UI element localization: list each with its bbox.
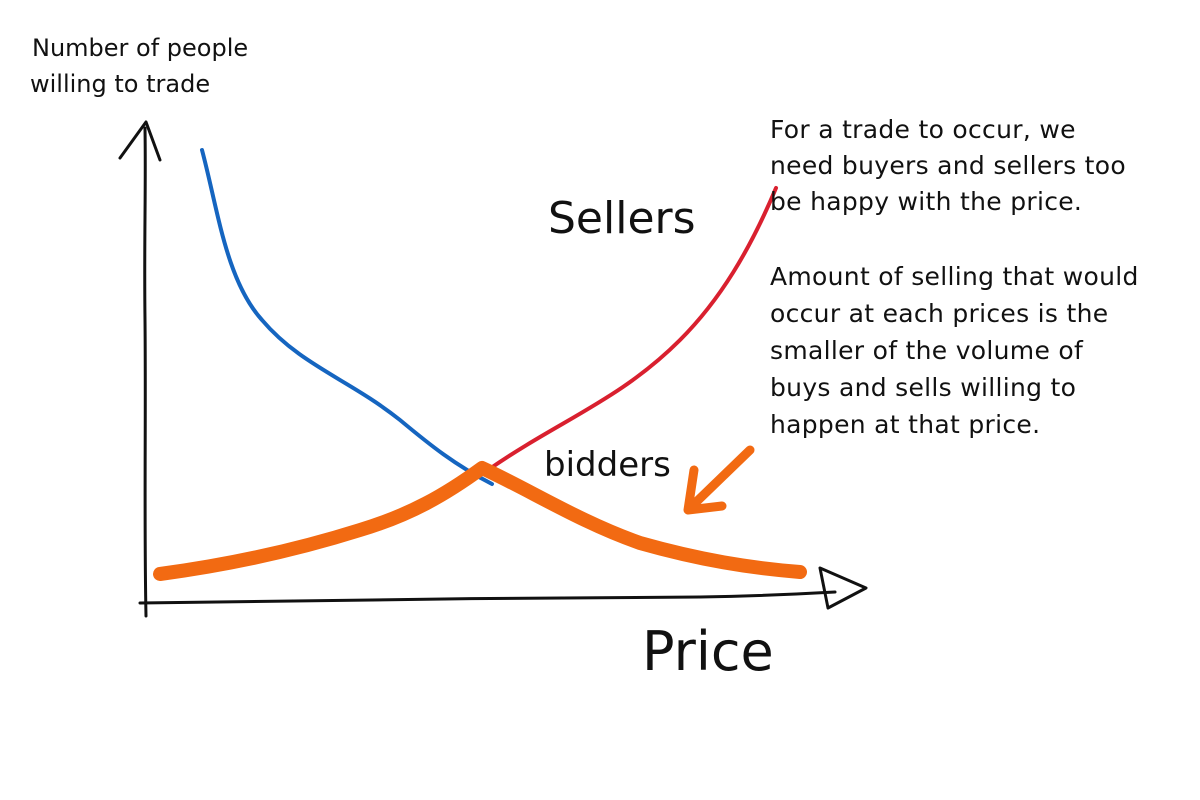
annotation-line: be happy with the price. — [770, 187, 1082, 216]
x-axis-label: Price — [642, 620, 774, 683]
annotation-line: buys and sells willing to — [770, 373, 1076, 402]
pointer-arrow-icon — [683, 445, 755, 515]
y-axis-label-line: willing to trade — [30, 70, 210, 98]
bidders-curve — [200, 148, 494, 486]
annotation-line: occur at each prices is the — [770, 299, 1108, 328]
annotation-line: smaller of the volume of — [770, 336, 1084, 365]
annotation-top: For a trade to occur, we need buyers and… — [770, 115, 1134, 216]
y-axis — [143, 126, 148, 618]
y-axis-label: Number of people willing to trade — [30, 34, 256, 98]
y-axis-arrow-icon — [118, 120, 162, 162]
x-axis — [138, 590, 837, 605]
y-axis-label-line: Number of people — [32, 34, 248, 62]
x-axis-arrow-icon — [818, 566, 868, 610]
sellers-curve — [486, 186, 778, 472]
annotation-line: For a trade to occur, we — [770, 115, 1076, 144]
trade-volume-curve — [153, 461, 807, 581]
annotation-line: happen at that price. — [770, 410, 1040, 439]
annotation-line: need buyers and sellers too — [770, 151, 1126, 180]
annotation-bottom: Amount of selling that would occur at ea… — [770, 262, 1147, 439]
sellers-label: Sellers — [548, 193, 696, 244]
annotation-line: Amount of selling that would — [770, 262, 1139, 291]
bidders-label: bidders — [544, 445, 671, 485]
